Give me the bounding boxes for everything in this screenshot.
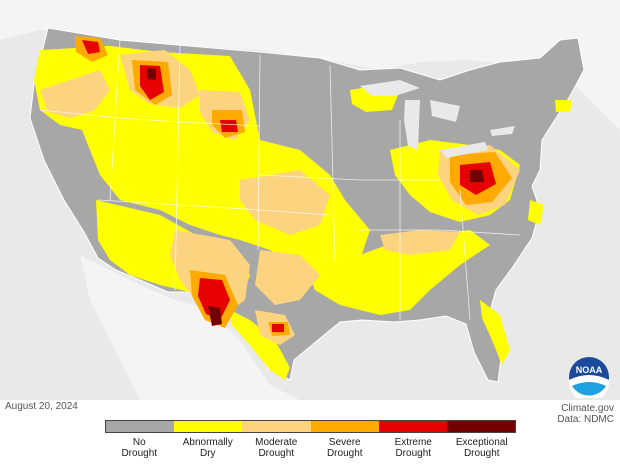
state-boundaries: [39, 39, 521, 321]
legend-label-no-drought: No Drought: [121, 437, 158, 459]
legend-color-bar: [105, 420, 516, 433]
legend-label-abnormally-dry: Abnormally Dry: [182, 437, 233, 459]
map-date: August 20, 2024: [5, 401, 78, 412]
extreme-drought-areas: [82, 40, 496, 332]
legend-swatch-moderate-drought: [242, 421, 311, 432]
legend-swatch-no-drought: [106, 421, 175, 432]
credit-data: Data: NDMC: [557, 414, 614, 425]
noaa-logo-text: NOAA: [576, 365, 603, 375]
legend-labels: No Drought Abnormally Dry Moderate Droug…: [105, 437, 516, 459]
us-drought-map-graphic: [0, 0, 620, 400]
exceptional-drought-areas: [147, 68, 484, 326]
legend-swatch-extreme-drought: [378, 421, 447, 432]
legend-label-extreme-drought: Extreme Drought: [394, 437, 432, 459]
legend-label-exceptional-drought: Exceptional Drought: [455, 437, 508, 459]
great-lakes: [360, 80, 515, 158]
legend-swatch-exceptional-drought: [446, 421, 516, 432]
legend-label-severe-drought: Severe Drought: [326, 437, 363, 459]
credit-source: Climate.gov: [561, 403, 614, 414]
drought-map: [0, 0, 620, 400]
legend-label-moderate-drought: Moderate Drought: [255, 437, 298, 459]
legend-swatch-severe-drought: [310, 421, 379, 432]
canada-land: [0, 0, 620, 130]
legend-swatch-abnormally-dry: [174, 421, 243, 432]
mexico-land: [80, 255, 300, 400]
noaa-emblem-icon: NOAA: [569, 357, 609, 402]
noaa-logo: NOAA: [568, 356, 610, 403]
